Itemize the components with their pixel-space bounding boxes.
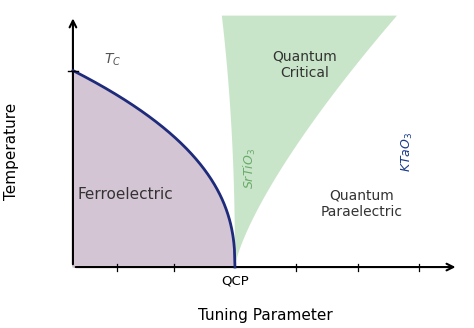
Polygon shape — [222, 16, 397, 267]
Text: Quantum
Paraelectric: Quantum Paraelectric — [321, 188, 403, 218]
Text: Quantum
Critical: Quantum Critical — [273, 50, 337, 80]
Text: SrTiO$_3$: SrTiO$_3$ — [242, 148, 258, 189]
Polygon shape — [73, 71, 235, 267]
Text: KTaO$_3$: KTaO$_3$ — [401, 131, 416, 172]
Text: Ferroelectric: Ferroelectric — [78, 187, 173, 202]
Text: Temperature: Temperature — [4, 103, 19, 200]
Text: Tuning Parameter: Tuning Parameter — [198, 308, 333, 322]
Text: QCP: QCP — [221, 274, 249, 287]
Text: $T_C$: $T_C$ — [104, 51, 121, 68]
